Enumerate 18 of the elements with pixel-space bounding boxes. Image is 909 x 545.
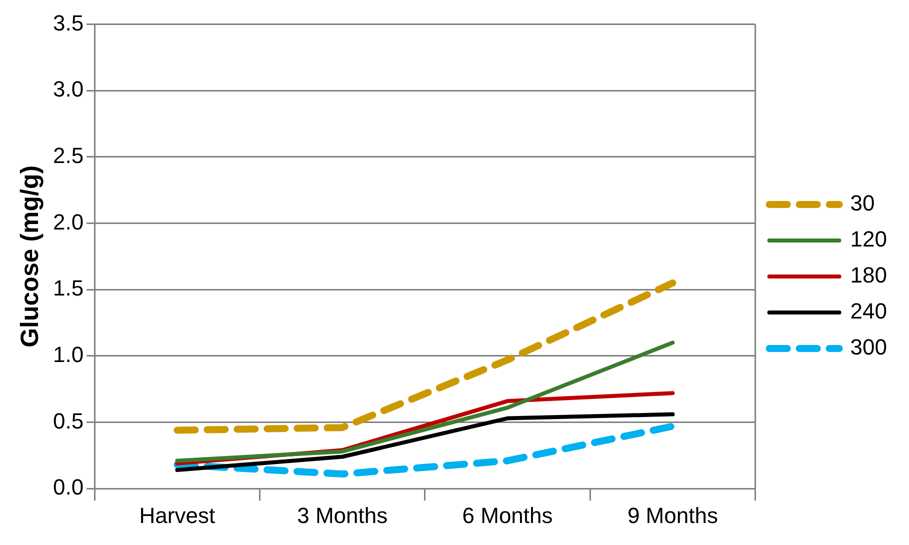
y-tick-label: 1.0 <box>52 342 84 367</box>
y-axis-title: Glucose (mg/g) <box>16 165 44 348</box>
x-tick-label: 3 Months <box>297 502 388 528</box>
legend-label: 180 <box>850 262 888 288</box>
y-tick-label: 1.5 <box>52 276 84 301</box>
legend-label: 120 <box>850 226 888 252</box>
legend-label: 240 <box>850 298 888 324</box>
legend-label: 300 <box>850 334 888 360</box>
y-tick-label: 3.5 <box>52 10 84 36</box>
y-tick-label: 0.0 <box>52 474 84 500</box>
x-tick-label: 6 Months <box>462 502 553 528</box>
x-tick-label: Harvest <box>139 502 216 528</box>
y-tick-label: 3.0 <box>52 76 84 102</box>
x-tick-label: 9 Months <box>627 502 718 528</box>
legend-label: 30 <box>850 190 875 216</box>
y-tick-label: 2.5 <box>52 142 84 168</box>
y-tick-label: 2.0 <box>52 209 84 234</box>
y-tick-label: 0.5 <box>52 408 84 434</box>
